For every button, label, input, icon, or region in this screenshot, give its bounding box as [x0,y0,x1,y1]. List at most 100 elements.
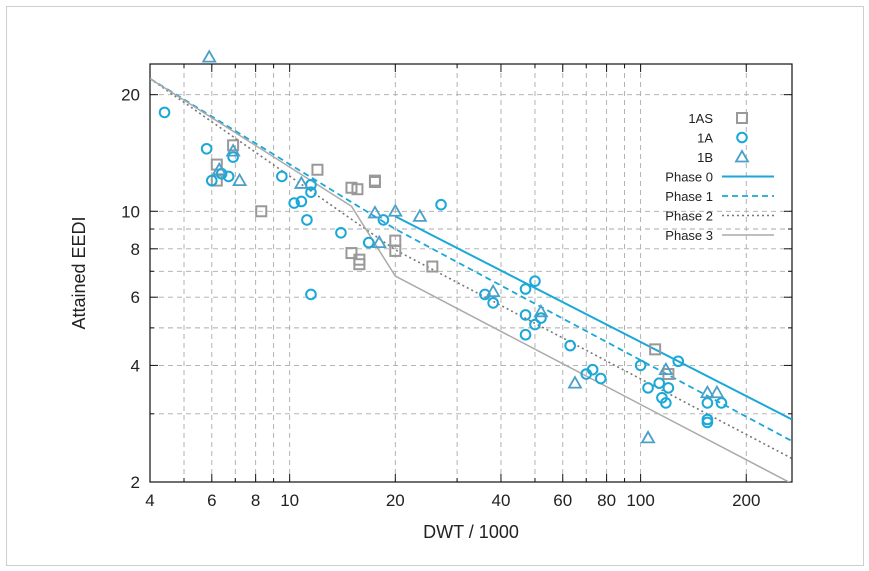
legend: 1AS 1A 1B Phase 0 Phase 1 Phase 2 Phase 3 [665,111,774,243]
phase-lines [150,77,792,482]
point-1as [426,260,439,273]
point-1a [594,372,607,385]
point-1b [211,161,227,176]
point-1a [222,170,235,183]
x-tick-label: 40 [491,491,510,510]
point-1a [305,288,317,301]
point-1a [701,397,714,409]
point-1b [371,234,387,249]
point-1a [672,355,685,368]
point-1a [564,339,576,352]
legend-label: Phase 0 [665,170,713,185]
point-1as [351,183,364,196]
x-tick-label: 20 [386,491,405,510]
point-1b [658,361,674,376]
point-1a [634,359,647,372]
point-1a [529,275,541,287]
point-1b [225,143,241,157]
point-1as [255,205,268,218]
point-1b [485,283,501,298]
point-1a [519,328,532,341]
point-1b [640,430,656,444]
point-1a [519,309,532,321]
legend-label: Phase 2 [665,209,713,224]
x-tick-label: 80 [597,491,616,510]
point-1a [295,195,308,208]
point-1as [311,163,324,176]
point-1a [715,397,728,409]
point-1a [276,170,288,183]
point-1a [435,198,447,211]
plot-area-frame [149,63,793,483]
point-1b [699,384,715,399]
point-1as [345,247,358,260]
point-1a [377,214,390,226]
point-1as [649,343,662,356]
grid-layer [150,64,792,482]
point-1as [227,139,240,152]
y-tick-label: 20 [121,86,140,105]
legend-label: 1B [697,150,713,165]
point-1a [305,186,317,199]
point-1a [642,382,654,394]
y-tick-label: 4 [131,356,140,375]
legend-label: 1AS [688,111,713,126]
point-1b [367,205,383,219]
x-tick-label: 8 [251,491,260,510]
legend-marker-1as [736,112,748,124]
line-phase-3 [150,77,791,482]
x-tick-label: 10 [280,491,299,510]
legend-marker-1b [734,149,750,163]
point-1a [301,214,313,226]
y-tick-label: 10 [121,202,140,221]
point-1a [535,312,547,324]
y-tick-label: 8 [131,240,140,259]
x-tick-label: 60 [553,491,572,510]
chart-frame [6,6,864,566]
point-1as [368,176,381,189]
point-1b [567,375,583,389]
point-1a [205,174,218,187]
point-1b [533,304,549,318]
y-tick-label: 2 [131,473,140,492]
point-1b [412,208,428,222]
point-1a [519,283,532,295]
point-1a [662,382,675,394]
point-1as [353,258,366,271]
data-points [158,49,728,444]
point-1as [389,234,402,247]
point-1b [293,175,309,189]
point-1b [709,384,725,399]
legend-label: Phase 3 [665,228,713,243]
point-1a [158,106,171,119]
x-tick-label: 4 [145,491,154,510]
point-1a [529,318,541,331]
point-1a [288,197,300,209]
point-1a [227,151,239,163]
point-1a [487,297,499,309]
point-1a [479,288,491,301]
point-1b [232,172,248,186]
point-1a [362,236,375,249]
x-tick-label: 100 [626,491,654,510]
point-1a [701,416,714,429]
point-1a [200,142,213,155]
legend-label: Phase 1 [665,189,713,204]
x-axis-label: DWT / 1000 [423,522,519,542]
x-tick-label: 6 [207,491,216,510]
x-tick-label: 200 [732,491,760,510]
point-1a [653,377,666,389]
y-axis-label: Attained EEDI [69,216,89,329]
line-phase-0 [394,215,792,421]
point-1b [201,49,217,63]
point-1a [586,363,599,376]
y-tick-label: 6 [131,288,140,307]
point-1a [335,226,347,239]
legend-marker-1a [736,131,748,144]
point-1a [660,397,672,409]
point-1b [387,203,403,217]
line-phase-1 [150,77,792,442]
legend-label: 1A [697,131,713,146]
